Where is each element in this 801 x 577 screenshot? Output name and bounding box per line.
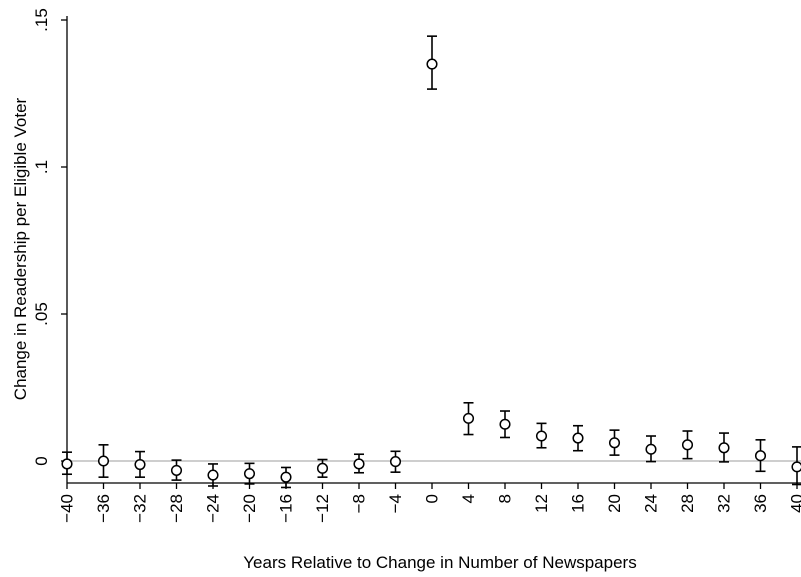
data-point [608, 429, 621, 456]
x-tick-label: −8 [350, 494, 369, 513]
point-marker [608, 437, 621, 449]
point-marker [389, 456, 402, 468]
x-tick-label: 12 [532, 494, 551, 513]
x-tick-label: 24 [642, 494, 661, 513]
data-point [353, 453, 365, 474]
y-tick-label: 0 [32, 456, 51, 465]
x-tick-label: −16 [277, 494, 296, 523]
data-points [61, 35, 801, 489]
data-point [61, 451, 73, 476]
point-marker [426, 58, 438, 70]
point-marker [134, 458, 146, 471]
data-point [754, 439, 767, 473]
data-point [243, 462, 256, 485]
y-tick-label: .1 [32, 160, 51, 174]
x-tick-label: 36 [751, 494, 770, 513]
point-marker [243, 468, 256, 480]
x-tick-label: −40 [58, 494, 77, 523]
point-marker [681, 439, 694, 451]
x-tick-label: −20 [240, 494, 259, 523]
data-point [462, 401, 475, 436]
data-point [389, 450, 402, 473]
x-axis-title: Years Relative to Change in Number of Ne… [243, 553, 636, 572]
point-marker [535, 430, 548, 442]
y-axis-title: Change in Readership per Eligible Voter [11, 97, 30, 400]
data-point [134, 450, 146, 478]
data-point [97, 444, 110, 478]
point-marker [754, 450, 767, 462]
data-point [499, 410, 511, 439]
x-tick-label: 20 [605, 494, 624, 513]
point-marker [645, 443, 657, 455]
point-marker [316, 462, 329, 474]
data-point [718, 432, 730, 463]
point-marker [572, 432, 584, 444]
data-point [426, 35, 438, 90]
y-axis: 0 .05 .1 .15 [32, 8, 68, 483]
x-tick-label: 40 [788, 494, 801, 513]
x-tick-label: 4 [459, 494, 478, 503]
point-marker [97, 455, 110, 467]
data-point [535, 422, 548, 449]
data-point [572, 424, 584, 452]
point-marker [280, 471, 292, 483]
point-marker [718, 442, 730, 454]
y-tick-label: .05 [32, 302, 51, 326]
point-marker [462, 412, 475, 424]
x-tick-label: −24 [204, 494, 223, 523]
x-tick-label: −4 [386, 494, 405, 513]
x-axis: −40 −36 −32 −28 −24 −20 −16 −12 −8 −4 0 4 8 12 16 20 24 2… [58, 482, 801, 523]
y-tick-label: .15 [32, 8, 51, 32]
x-tick-label: 8 [496, 494, 515, 503]
point-marker [207, 469, 219, 481]
x-tick-label: −12 [313, 494, 332, 523]
point-marker [61, 458, 73, 470]
x-tick-label: −36 [94, 494, 113, 523]
data-point [645, 435, 657, 463]
data-point [207, 463, 219, 487]
point-marker [791, 461, 801, 473]
x-tick-label: 0 [423, 494, 442, 503]
x-tick-label: −28 [167, 494, 186, 523]
data-point [791, 446, 801, 486]
x-tick-label: 28 [678, 494, 697, 513]
x-tick-label: 32 [715, 494, 734, 513]
data-point [170, 459, 183, 481]
data-point [316, 458, 329, 478]
data-point [280, 466, 292, 489]
point-marker [499, 418, 511, 430]
point-marker [170, 464, 183, 476]
point-marker [353, 458, 365, 470]
x-tick-label: 16 [569, 494, 588, 513]
data-point [681, 430, 694, 460]
x-tick-label: −32 [131, 494, 150, 523]
